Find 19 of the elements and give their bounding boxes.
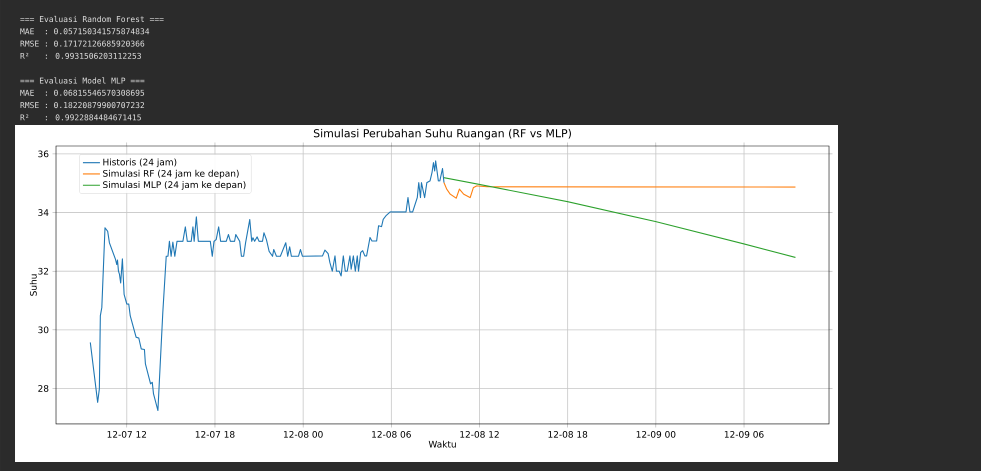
y-tick-label: 36 (38, 150, 48, 158)
x-tick-label: 12-08 18 (548, 431, 588, 438)
legend-label: Historis (24 jam) (103, 158, 176, 168)
legend-label: Simulasi RF (24 jam ke depan) (103, 170, 239, 178)
x-axis-title: Waktu (428, 440, 456, 448)
y-tick-label: 28 (38, 385, 48, 392)
x-tick-label: 12-08 00 (284, 431, 323, 438)
y-tick-label: 30 (38, 326, 48, 334)
x-tick-label: 12-08 06 (372, 431, 411, 438)
y-tick-label: 32 (38, 268, 48, 275)
x-tick-label: 12-09 00 (636, 431, 676, 438)
y-axis-title: Suhu (30, 274, 37, 296)
chart-title: Simulasi Perubahan Suhu Ruangan (RF vs MLP) (314, 128, 571, 140)
x-tick-label: 12-08 12 (460, 431, 499, 438)
legend-label: Simulasi MLP (24 jam ke depan) (103, 181, 246, 190)
x-tick-label: 12-09 06 (724, 431, 764, 438)
x-tick-label: 12-07 18 (196, 431, 234, 438)
y-tick-label: 34 (38, 209, 48, 216)
x-tick-label: 12-07 12 (108, 431, 146, 438)
